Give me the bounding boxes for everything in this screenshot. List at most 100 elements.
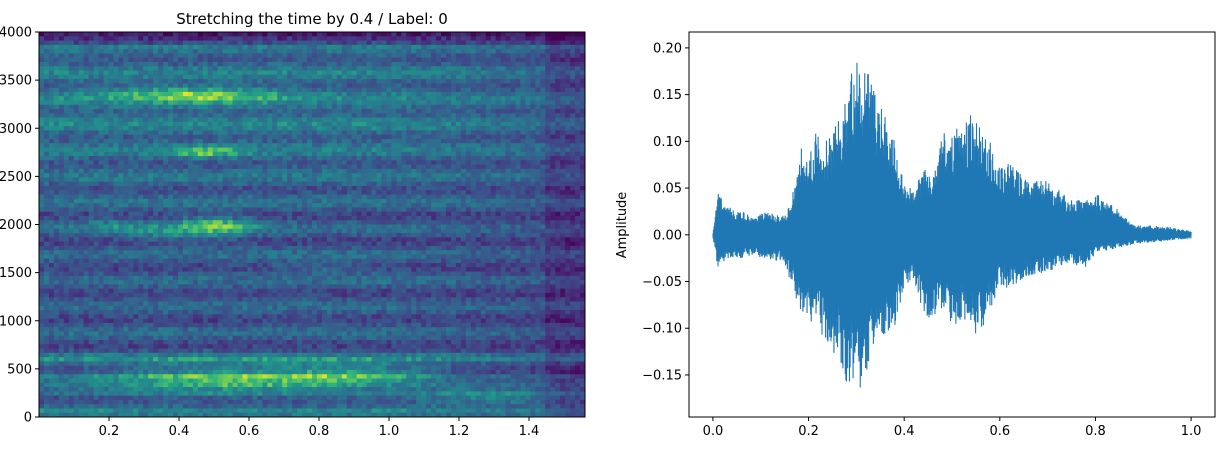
spectrogram-cell [48,412,55,417]
spectrogram-cell [197,87,204,93]
spectrogram-cell [237,263,244,268]
spectrogram-cell [128,32,134,37]
spectrogram-cell [108,177,115,183]
spectrogram-cell [267,292,273,298]
spectrogram-cell [48,164,55,170]
spectrogram-cell [192,374,199,380]
spectrogram-cell [242,292,249,298]
spectrogram-cell [48,250,55,256]
spectrogram-cell [217,40,224,46]
spectrogram-cell [53,49,60,54]
spectrogram-cell [282,126,288,131]
spectrogram-cell [123,109,129,114]
spectrogram-cell [68,250,75,256]
spectrogram-cell [138,117,144,123]
spectrogram-cell [262,61,268,67]
spectrogram-cell [302,117,308,123]
spectrogram-cell [297,374,303,380]
spectrogram-cell [83,391,90,397]
spectrogram-cell [292,44,298,50]
spectrogram-cell [148,348,154,354]
spectrogram-cell [257,314,263,320]
spectrogram-cell [217,66,224,72]
spectrogram-cell [247,340,254,345]
spectrogram-cell [277,40,283,46]
spectrogram-cell [173,365,179,371]
spectrogram-cell [177,36,184,42]
spectrogram-cell [237,186,244,191]
spectrogram-cell [63,318,70,324]
spectrogram-cell [148,181,154,187]
spectrogram-cell [133,241,139,247]
spectrogram-cell [153,391,159,397]
spectrogram-cell [39,357,45,362]
spectrogram-cell [78,322,85,328]
spectrogram-cell [187,331,194,337]
spectrogram-cell [103,79,110,84]
spectrogram-cell [302,177,308,183]
spectrogram-cell [277,100,283,106]
spectrogram-cell [138,215,144,221]
spectrogram-cell [187,280,194,285]
spectrogram-cell [123,151,129,157]
spectrogram-cell [237,117,244,123]
spectrogram-cell [113,109,120,114]
spectrogram-cell [292,32,298,37]
spectrogram-cell [262,156,268,161]
spectrogram-cell [63,173,70,179]
spectrogram-cell [197,104,204,110]
spectrogram-cell [212,156,219,161]
spectrogram-cell [267,49,273,54]
spectrogram-cell [242,322,249,328]
spectrogram-cell [312,32,318,37]
spectrogram-cell [133,87,139,93]
spectrogram-cell [182,340,189,345]
spectrogram-cell [39,215,45,221]
spectrogram-cell [262,340,268,345]
spectrogram-cell [133,177,139,183]
spectrogram-cell [58,220,65,226]
spectrogram-cell [93,32,100,37]
spectrogram-cell [262,36,268,42]
spectrogram-cell [148,224,154,230]
spectrogram-cell [168,412,174,417]
spectrogram-cell [173,241,179,247]
spectrogram-cell [148,297,154,303]
spectrogram-cell [202,395,209,401]
spectrogram-cell [43,378,50,384]
spectrogram-cell [39,297,45,303]
spectrogram-cell [83,254,90,260]
spectrogram-cell [217,32,224,37]
spectrogram-cell [222,53,229,59]
spectrogram-cell [302,297,308,303]
spectrogram-cell [68,378,75,384]
spectrogram-cell [78,305,85,311]
spectrogram-cell [98,250,105,256]
spectrogram-cell [53,74,60,80]
spectrogram-cell [217,126,224,131]
spectrogram-cell [272,66,278,72]
spectrogram-cell [222,374,229,380]
spectrogram-cell [232,113,239,119]
spectrogram-cell [138,292,144,298]
spectrogram-cell [78,70,85,76]
spectrogram-cell [277,49,283,54]
spectrogram-cell [182,275,189,281]
spectrogram-cell [133,138,139,144]
spectrogram-cell [212,387,219,392]
spectrogram-cell [282,258,288,264]
spectrogram-cell [133,378,139,384]
spectrogram-cell [148,211,154,217]
spectrogram-cell [163,292,169,298]
spectrogram-cell [177,348,184,354]
spectrogram-cell [143,224,149,230]
spectrogram-cell [123,224,129,230]
spectrogram-cell [252,369,258,375]
spectrogram-cell [262,177,268,183]
spectrogram-cell [292,271,298,277]
spectrogram-cell [182,331,189,337]
spectrogram-cell [163,66,169,72]
spectrogram-cell [297,305,303,311]
spectrogram-cell [212,314,219,320]
spectrogram-cell [212,340,219,345]
